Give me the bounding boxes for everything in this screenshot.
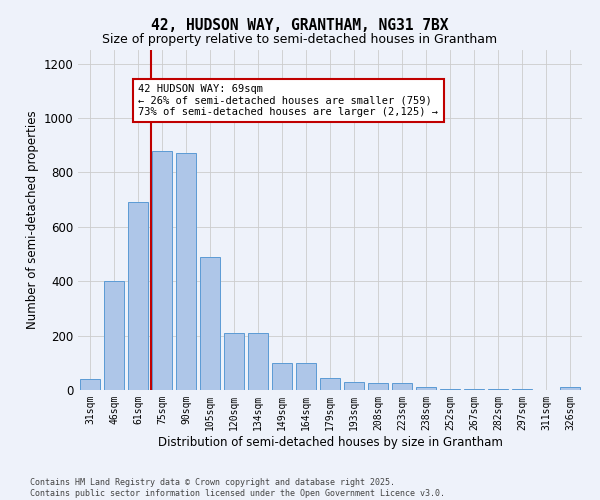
Bar — [80, 379, 100, 390]
Bar — [104, 281, 124, 390]
Bar — [392, 383, 412, 390]
Bar — [128, 202, 148, 390]
Bar — [248, 333, 268, 390]
Bar — [152, 150, 172, 390]
Bar — [416, 386, 436, 390]
X-axis label: Distribution of semi-detached houses by size in Grantham: Distribution of semi-detached houses by … — [158, 436, 502, 448]
Text: Size of property relative to semi-detached houses in Grantham: Size of property relative to semi-detach… — [103, 32, 497, 46]
Text: 42 HUDSON WAY: 69sqm
← 26% of semi-detached houses are smaller (759)
73% of semi: 42 HUDSON WAY: 69sqm ← 26% of semi-detac… — [139, 84, 439, 117]
Bar — [344, 382, 364, 390]
Bar — [320, 378, 340, 390]
Bar — [560, 388, 580, 390]
Y-axis label: Number of semi-detached properties: Number of semi-detached properties — [26, 110, 39, 330]
Bar — [368, 383, 388, 390]
Text: Contains HM Land Registry data © Crown copyright and database right 2025.
Contai: Contains HM Land Registry data © Crown c… — [30, 478, 445, 498]
Bar — [176, 154, 196, 390]
Bar — [296, 363, 316, 390]
Bar — [512, 388, 532, 390]
Text: 42, HUDSON WAY, GRANTHAM, NG31 7BX: 42, HUDSON WAY, GRANTHAM, NG31 7BX — [151, 18, 449, 32]
Bar — [200, 256, 220, 390]
Bar — [272, 363, 292, 390]
Bar — [224, 333, 244, 390]
